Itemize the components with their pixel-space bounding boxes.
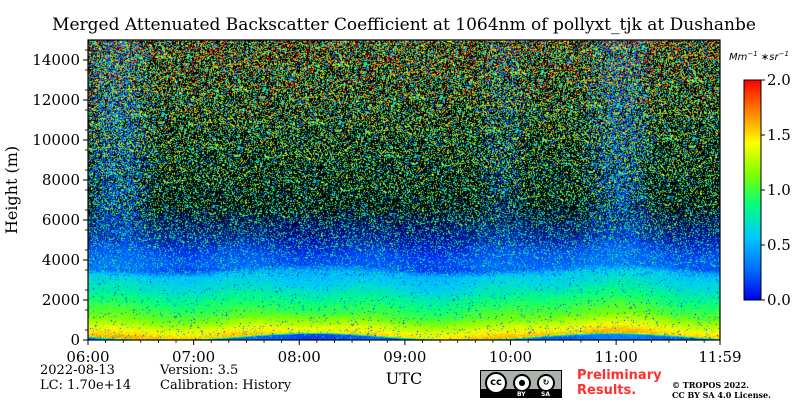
x-tick-label: 09:00 [383, 348, 426, 366]
sa-icon: ↻ [537, 374, 555, 392]
backscatter-heatmap [88, 40, 720, 340]
colorbar-tick-label: 0.0 [767, 291, 791, 309]
license-line: CC BY SA 4.0 License. [672, 390, 771, 400]
sa-label: SA [541, 391, 550, 398]
y-tick-label: 12000 [32, 91, 80, 109]
x-axis-label: UTC [386, 369, 422, 388]
footer-version: Version: 3.5 [160, 363, 239, 378]
y-tick-label: 6000 [42, 211, 80, 229]
colorbar-tick-label: 2.0 [767, 71, 791, 89]
x-tick-label: 06:00 [66, 348, 109, 366]
preliminary-results-label: Results. [577, 383, 637, 398]
x-tick-label: 10:00 [489, 348, 532, 366]
plot-area [88, 40, 720, 340]
cc-badge-bar [481, 389, 561, 397]
y-tick-label: 4000 [42, 251, 80, 269]
copyright-line: © TROPOS 2022. [672, 380, 749, 390]
y-tick-label: 0 [70, 331, 80, 349]
y-tick-label: 2000 [42, 291, 80, 309]
chart-title: Merged Attenuated Backscatter Coefficien… [52, 15, 756, 35]
cc-license-badge[interactable]: cc ● ↻ BY SA [480, 370, 562, 398]
colorbar-tick-label: 1.5 [767, 126, 791, 144]
y-axis-label: Height (m) [2, 146, 21, 234]
y-axis: 0 2000 4000 6000 8000 10000 12000 14000 [32, 49, 88, 349]
y-tick-label: 14000 [32, 51, 80, 69]
by-label: BY [517, 391, 526, 398]
x-tick-label: 11:00 [595, 348, 638, 366]
by-icon: ● [513, 374, 531, 392]
x-axis: 06:00 07:00 08:00 09:00 10:00 11:00 11:59 [66, 340, 742, 366]
footer-lc: LC: 1.70e+14 [40, 378, 132, 393]
y-tick-label: 8000 [42, 171, 80, 189]
footer-date: 2022-08-13 [40, 363, 115, 378]
colorbar-ticks: 0.0 0.5 1.0 1.5 2.0 [761, 71, 791, 309]
colorbar-tick-label: 0.5 [767, 236, 791, 254]
y-tick-label: 10000 [32, 131, 80, 149]
preliminary-label: Preliminary [577, 368, 662, 383]
x-tick-label: 11:59 [698, 348, 741, 366]
footer-calibration: Calibration: History [160, 378, 292, 393]
x-tick-label: 08:00 [278, 348, 321, 366]
colorbar [743, 79, 762, 301]
cc-icon: cc [485, 372, 507, 394]
colorbar-unit: Mm−1 ∗sr−1 [729, 50, 789, 63]
x-tick-label: 07:00 [172, 348, 215, 366]
colorbar-tick-label: 1.0 [767, 181, 791, 199]
